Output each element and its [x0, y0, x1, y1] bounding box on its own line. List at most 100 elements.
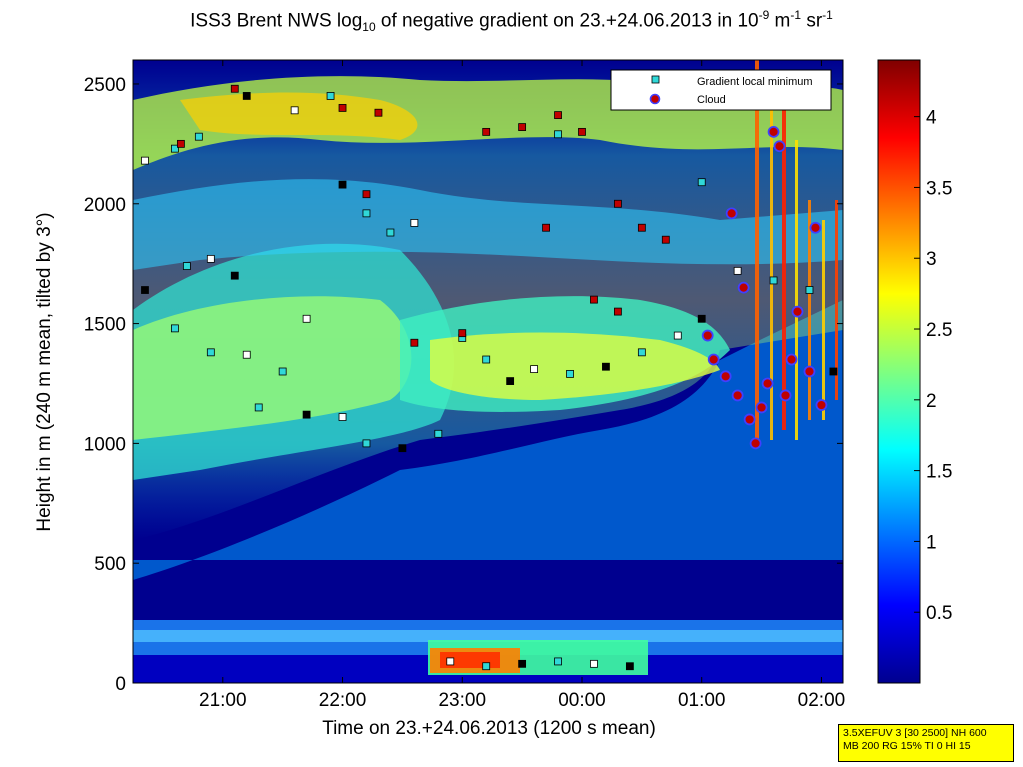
cloud-square-marker: [458, 329, 467, 338]
y-tick-label: 1500: [84, 315, 126, 336]
cloud-square-marker: [362, 190, 371, 199]
colorbar-tick-label: 3: [926, 249, 937, 270]
gradient-minimum-marker: [278, 367, 287, 376]
cloud-marker: [773, 140, 786, 153]
y-tick-label: 0: [115, 674, 126, 695]
gradient-minimum-marker: [141, 156, 149, 165]
residual-layer-band: [133, 300, 843, 580]
gradient-minimum-marker: [506, 377, 515, 385]
x-tick-label: 01:00: [678, 690, 726, 711]
cloud-marker: [743, 413, 756, 426]
y-tick-label: 2000: [84, 195, 126, 216]
gradient-minimum-marker: [230, 271, 239, 280]
colorbar: [877, 59, 921, 684]
y-tick-label: 500: [94, 554, 126, 575]
cloud-marker: [707, 353, 720, 366]
gradient-minimum-marker: [242, 92, 251, 100]
info-line-2: MB 200 RG 15% TI 0 HI 15: [843, 740, 971, 752]
cloud-square-marker: [590, 295, 598, 304]
gradient-minimum-marker: [254, 403, 263, 412]
gradient-minimum-marker: [194, 132, 203, 141]
cloud-marker: [701, 329, 714, 342]
cloud-marker: [809, 221, 822, 234]
gradient-minimum-marker: [518, 659, 527, 668]
gradient-minimum-marker: [434, 429, 443, 438]
cloud-marker: [803, 365, 816, 378]
cloud-marker: [767, 125, 780, 138]
x-tick-label: 23:00: [438, 690, 486, 711]
gradient-minimum-marker: [338, 413, 347, 421]
gradient-minimum-marker: [242, 350, 251, 359]
cloud-square-marker: [374, 108, 383, 117]
colorbar-tick-label: 2.5: [926, 320, 952, 341]
legend-marker-gradient-minimum: [651, 75, 660, 84]
x-axis: 21:00 22:00 23:00 00:00 01:00 02:00: [199, 60, 845, 711]
axes-frame: [132, 59, 844, 684]
cloud-square-marker: [614, 199, 622, 208]
x-tick-label: 22:00: [319, 690, 367, 711]
gradient-minimum-marker: [182, 262, 191, 270]
gradient-minimum-marker: [602, 362, 610, 371]
legend-box: [610, 69, 832, 111]
gradient-minimum-marker: [554, 657, 562, 666]
cloud-square-marker: [230, 84, 239, 93]
cloud-square-marker: [482, 127, 491, 136]
cloud-square-marker: [554, 111, 562, 120]
gradient-minimum-marker: [769, 276, 778, 285]
colorbar-ticks: 0.5 1 1.5 2 2.5 3 3.5 4: [914, 108, 952, 624]
gradient-minimum-marker: [141, 286, 149, 294]
gradient-minimum-marker: [290, 106, 299, 115]
gradient-minimum-marker: [206, 348, 215, 357]
cloud-square-marker: [614, 307, 622, 316]
gradient-minimum-marker: [446, 657, 455, 666]
legend-label-cloud: Cloud: [697, 94, 726, 106]
y-axis-label: Height in m (240 m mean, tilted by 3°): [34, 212, 55, 532]
gradient-minimum-marker: [171, 324, 179, 333]
gradient-minimum-marker: [697, 314, 706, 323]
gradient-minimum-marker: [625, 662, 634, 671]
cloud-square-marker: [542, 223, 550, 232]
cloud-marker: [785, 353, 798, 366]
cloud-square-marker: [176, 139, 185, 148]
gradient-minimum-marker: [362, 439, 371, 448]
colorbar-tick-label: 2: [926, 391, 937, 412]
cloud-marker: [731, 389, 744, 402]
cloud-square-marker: [661, 235, 670, 244]
colorbar-tick-label: 1.5: [926, 462, 952, 483]
cloud-marker: [725, 207, 738, 220]
gradient-minimum-marker: [386, 228, 395, 237]
parameter-info-box: 3.5XEFUV 3 [30 2500] NH 600 MB 200 RG 15…: [838, 724, 1014, 762]
gradient-minimum-marker: [733, 266, 742, 275]
colorbar-gradient: [877, 59, 921, 684]
gradient-minimum-marker: [302, 314, 311, 323]
gradient-minimum-marker: [673, 331, 682, 340]
x-tick-label: 00:00: [558, 690, 606, 711]
gradient-minimum-marker: [637, 348, 646, 357]
chart-title: ISS3 Brent NWS log10 of negative gradien…: [190, 8, 833, 35]
cloud-marker: [749, 437, 762, 450]
cloud-marker: [791, 305, 804, 318]
cloud-marker: [755, 401, 768, 414]
x-tick-label: 21:00: [199, 690, 247, 711]
legend: Gradient local minimum Cloud: [610, 69, 832, 111]
gradient-minimum-marker: [805, 286, 814, 294]
legend-marker-cloud: [649, 93, 661, 105]
cloud-streaks: [755, 60, 838, 440]
gradient-minimum-marker: [482, 355, 491, 364]
y-axis: 0 500 1000 1500 2000 2500: [84, 75, 843, 695]
cloud-marker: [815, 399, 828, 411]
gradient-minimum-marker: [566, 369, 574, 378]
cloud-square-marker: [410, 338, 419, 347]
cloud-marker: [737, 281, 750, 294]
gradient-minimum-marker: [590, 659, 598, 668]
cloud-square-marker: [578, 127, 586, 136]
cloud-marker: [719, 370, 732, 383]
markers-group: [141, 84, 838, 671]
legend-label-gradient-minimum: Gradient local minimum: [697, 76, 813, 88]
gradient-minimum-marker: [302, 410, 311, 419]
gradient-minimum-marker: [829, 367, 838, 376]
heatmap-area: [133, 60, 843, 683]
gradient-minimum-marker: [554, 130, 562, 139]
colorbar-tick-label: 1: [926, 532, 937, 553]
